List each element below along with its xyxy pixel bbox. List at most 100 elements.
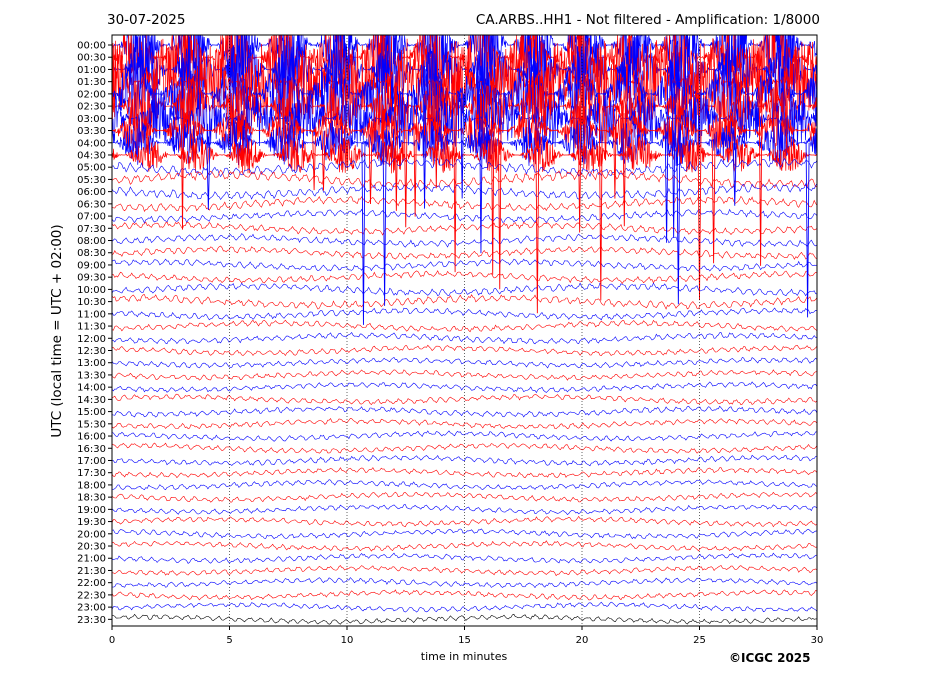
event-spike bbox=[805, 142, 810, 318]
y-tick-label: 00:00 bbox=[77, 41, 106, 52]
event-spike bbox=[239, 81, 244, 108]
x-tick-label: 20 bbox=[576, 635, 589, 646]
event-spike bbox=[422, 93, 427, 209]
y-tick-label: 22:00 bbox=[77, 578, 106, 589]
event-spike bbox=[598, 106, 603, 301]
event-spike bbox=[504, 93, 509, 120]
trace-row bbox=[112, 35, 817, 103]
event-spike bbox=[321, 130, 326, 191]
y-tick-label: 04:30 bbox=[77, 150, 106, 161]
y-tick-label: 14:00 bbox=[77, 383, 106, 394]
y-tick-label: 21:30 bbox=[77, 566, 106, 577]
event-spike bbox=[394, 106, 399, 211]
trace-row bbox=[112, 208, 817, 224]
y-tick-label: 20:30 bbox=[77, 542, 106, 553]
event-spike bbox=[711, 130, 716, 264]
y-tick-label: 05:30 bbox=[77, 175, 106, 186]
trace-row bbox=[112, 540, 817, 552]
y-tick-label: 06:30 bbox=[77, 199, 106, 210]
y-tick-label: 06:00 bbox=[77, 187, 106, 198]
x-tick-label: 0 bbox=[109, 635, 115, 646]
y-tick-label: 04:00 bbox=[77, 138, 106, 149]
x-axis: 0 5 10 15 20 25 30 bbox=[109, 626, 824, 646]
y-tick-label: 07:00 bbox=[77, 212, 106, 223]
y-tick-label: 16:00 bbox=[77, 432, 106, 443]
y-tick-label: 23:30 bbox=[77, 615, 106, 626]
copyright-label: ©ICGC 2025 bbox=[729, 651, 811, 665]
event-spike bbox=[671, 93, 676, 238]
x-tick-label: 25 bbox=[693, 635, 706, 646]
y-tick-label: 23:00 bbox=[77, 603, 106, 614]
y-tick-label: 19:30 bbox=[77, 517, 106, 528]
x-tick-label: 10 bbox=[341, 635, 354, 646]
event-spike bbox=[577, 106, 582, 233]
y-tick-label: 21:00 bbox=[77, 554, 106, 565]
y-tick-label: 03:30 bbox=[77, 126, 106, 137]
y-tick-label: 01:30 bbox=[77, 77, 106, 88]
y-tick-label: 17:30 bbox=[77, 468, 106, 479]
y-tick-label: 07:30 bbox=[77, 224, 106, 235]
trace-row bbox=[112, 467, 817, 479]
y-tick-label: 12:30 bbox=[77, 346, 106, 357]
x-tick-label: 30 bbox=[811, 635, 824, 646]
trace-row bbox=[112, 442, 817, 454]
event-spike bbox=[460, 93, 465, 199]
event-spike bbox=[732, 142, 737, 206]
chart-title: CA.ARBS..HH1 - Not filtered - Amplificat… bbox=[475, 12, 820, 28]
y-tick-label: 16:30 bbox=[77, 444, 106, 455]
trace-row bbox=[112, 38, 817, 125]
trace-row bbox=[112, 601, 817, 613]
trace-row bbox=[112, 430, 817, 442]
trace-row bbox=[112, 589, 817, 601]
x-axis-label: time in minutes bbox=[421, 650, 508, 663]
y-tick-label: 02:30 bbox=[77, 102, 106, 113]
trace-row bbox=[112, 307, 817, 321]
y-tick-label: 18:00 bbox=[77, 480, 106, 491]
event-spike bbox=[603, 106, 608, 161]
y-axis-label: UTC (local time = UTC + 02:00) bbox=[49, 224, 65, 437]
event-spike bbox=[612, 106, 617, 199]
y-tick-label: 19:00 bbox=[77, 505, 106, 516]
y-tick-label: 10:00 bbox=[77, 285, 106, 296]
y-tick-label: 22:30 bbox=[77, 590, 106, 601]
y-tick-label: 20:00 bbox=[77, 529, 106, 540]
y-tick-label: 02:00 bbox=[77, 89, 106, 100]
event-spike bbox=[542, 81, 547, 134]
trace-row bbox=[112, 613, 817, 625]
event-spike bbox=[479, 93, 483, 254]
y-tick-label: 15:30 bbox=[77, 419, 106, 430]
event-spike bbox=[206, 142, 211, 211]
trace-row bbox=[112, 70, 817, 142]
x-tick-label: 15 bbox=[458, 635, 471, 646]
y-tick-label: 00:30 bbox=[77, 53, 106, 64]
y-tick-label: 09:00 bbox=[77, 260, 106, 271]
y-tick-label: 13:00 bbox=[77, 358, 106, 369]
y-tick-label: 17:00 bbox=[77, 456, 106, 467]
y-tick-label: 11:30 bbox=[77, 322, 106, 333]
y-tick-label: 18:30 bbox=[77, 493, 106, 504]
y-tick-label: 14:30 bbox=[77, 395, 106, 406]
chart-date: 30-07-2025 bbox=[107, 12, 186, 28]
y-tick-label: 11:00 bbox=[77, 309, 106, 320]
trace-row bbox=[112, 169, 817, 190]
vertical-gridlines bbox=[229, 35, 700, 626]
y-tick-label: 13:30 bbox=[77, 370, 106, 381]
x-tick-label: 5 bbox=[226, 635, 232, 646]
y-tick-label: 12:00 bbox=[77, 334, 106, 345]
event-spike bbox=[368, 130, 373, 205]
trace-row bbox=[112, 565, 817, 577]
event-spike bbox=[382, 142, 387, 306]
y-tick-label: 05:00 bbox=[77, 163, 106, 174]
event-spike bbox=[171, 118, 176, 145]
event-spike bbox=[403, 106, 408, 228]
y-tick-label: 08:00 bbox=[77, 236, 106, 247]
event-spike bbox=[312, 130, 317, 191]
y-tick-label: 01:00 bbox=[77, 65, 106, 76]
event-spike bbox=[777, 118, 782, 151]
y-tick-label: 09:30 bbox=[77, 273, 106, 284]
event-spike bbox=[413, 106, 418, 217]
trace-row bbox=[112, 577, 817, 589]
event-spike bbox=[622, 106, 627, 227]
